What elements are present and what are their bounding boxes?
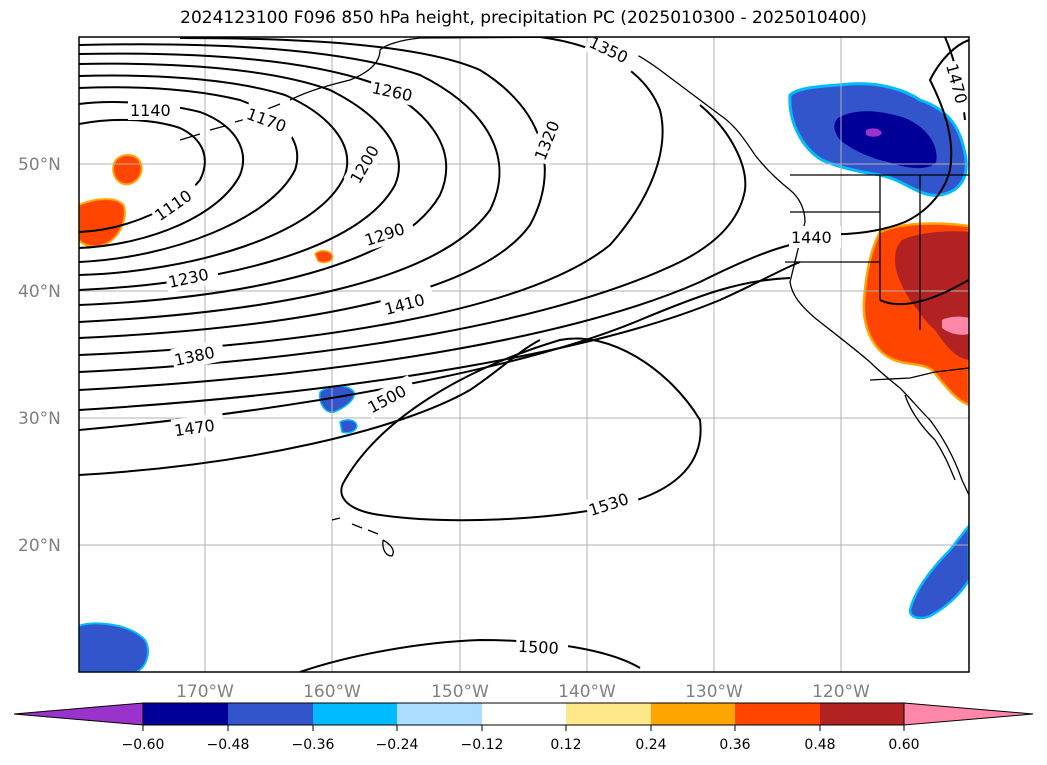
coastline-aleutians: [179, 103, 281, 141]
lat-tick-label-50: 50°N: [18, 155, 61, 175]
precip-area-blue-southwest: [79, 622, 149, 672]
contour-1500-south: [299, 638, 641, 672]
contour-label-bg-1290: [359, 214, 417, 252]
colorbar-bin-5: [566, 703, 651, 725]
colorbar-frame: [142, 702, 905, 726]
colorbar-extend-high: [903, 702, 1034, 726]
contour-label-bg-1380: [170, 338, 226, 372]
contour-label-1140: 1140: [130, 101, 171, 120]
contour-label-1440-east: 1440: [791, 228, 832, 247]
contour-label-1500-south: 1500: [518, 637, 560, 658]
contour-label-bg-1140: [128, 98, 180, 120]
colorbar: −0.60 −0.48 −0.36 −0.24 −0.12 0.12 0.24 …: [13, 702, 1034, 753]
colorbar-label-6: 0.24: [635, 737, 666, 753]
contour-1350: [79, 37, 664, 356]
contour-1110: [79, 118, 206, 233]
colorbar-label-3: −0.24: [376, 737, 419, 753]
contour-label-bg-1320: [528, 108, 568, 166]
colorbar-bin-1: [228, 703, 313, 725]
lat-tick-label-30: 30°N: [18, 409, 61, 429]
contour-1290: [79, 43, 501, 323]
contour-label-bg-1260: [368, 74, 424, 108]
contour-label-bg-1500-west: [361, 375, 419, 419]
contour-label-1380: 1380: [173, 343, 217, 370]
contour-1410-east: [879, 279, 969, 306]
contour-label-1230: 1230: [167, 265, 211, 292]
lon-tick-label-130: 130°W: [685, 682, 743, 702]
contour-label-bg-1530: [583, 484, 641, 522]
border-us-mexico: [869, 367, 969, 381]
contour-1200: [79, 74, 349, 276]
precip-fills: [79, 82, 969, 672]
contour-1500-west: [79, 339, 541, 476]
precip-area-blue-mexico: [908, 524, 969, 620]
colorbar-extend-low: [13, 702, 144, 726]
colorbar-ticks: [142, 725, 905, 731]
contour-label-bg-1230: [164, 260, 220, 294]
precip-area-dot-orange: [314, 250, 334, 264]
contour-1410: [79, 244, 791, 391]
colorbar-label-2: −0.36: [292, 737, 335, 753]
colorbar-label-5: 0.12: [550, 737, 581, 753]
lon-tick-labels: 170°W 160°W 150°W 140°W 130°W 120°W: [176, 682, 870, 702]
contour-1320: [79, 37, 546, 339]
map-frame: [78, 36, 970, 673]
lon-tick-label-170: 170°W: [176, 682, 234, 702]
coastlines: [179, 37, 969, 557]
colorbar-bin-7: [735, 703, 820, 725]
coastline-baja: [904, 394, 956, 481]
precip-area-west-orange-small: [112, 154, 143, 186]
colorbar-label-9: 0.60: [888, 737, 919, 753]
precip-area-purple-canada: [866, 128, 882, 137]
contour-label-bg-1470-west: [170, 412, 226, 442]
lat-tick-label-40: 40°N: [18, 282, 61, 302]
contour-1440-east: [799, 39, 969, 236]
colorbar-bin-4: [482, 703, 566, 725]
colorbar-bin-0: [143, 703, 228, 725]
coastline-hawaii: [331, 517, 394, 557]
border-state-3: [879, 175, 921, 330]
coastline-us-west: [789, 221, 969, 496]
contour-1380: [79, 104, 747, 373]
coastline-alaska: [289, 37, 806, 223]
lon-tick-label-150: 150°W: [431, 682, 489, 702]
precip-area-blue-hawaii-small: [339, 419, 358, 434]
contour-1230: [79, 62, 400, 291]
contour-1470-west: [79, 277, 791, 431]
chart-title: 2024123100 F096 850 hPa height, precipit…: [180, 8, 867, 28]
contour-1530: [340, 337, 702, 522]
colorbar-bin-6: [651, 703, 735, 725]
colorbar-bin-2: [313, 703, 397, 725]
lat-tick-labels: 20°N 30°N 40°N 50°N: [18, 155, 61, 556]
contour-label-bg-1200: [343, 132, 389, 190]
lon-tick-label-120: 120°W: [812, 682, 870, 702]
contour-1260: [79, 52, 448, 306]
colorbar-label-8: 0.48: [804, 737, 835, 753]
colorbar-bin-3: [397, 703, 482, 725]
lon-tick-label-160: 160°W: [303, 682, 361, 702]
border-state-1: [790, 175, 881, 213]
colorbar-label-1: −0.48: [207, 737, 250, 753]
lon-tick-label-140: 140°W: [558, 682, 616, 702]
contour-label-bg-1170: [241, 101, 299, 141]
contour-label-bg-1410: [380, 285, 436, 321]
contour-label-bg-1350: [583, 30, 641, 72]
contour-label-bg-1440-east: [789, 226, 841, 248]
lat-tick-label-20: 20°N: [18, 536, 61, 556]
colorbar-bin-8: [820, 703, 904, 725]
precip-area-pink-southwest-us: [942, 316, 969, 335]
colorbar-label-0: −0.60: [122, 737, 165, 753]
contour-label-bg-1500-south: [515, 634, 569, 660]
precip-area-west-orange: [79, 198, 126, 248]
contour-label-bg-1110: [148, 179, 204, 227]
height-contours: [79, 37, 969, 672]
precip-area-darkblue-canada: [834, 111, 937, 169]
contour-1170: [79, 86, 299, 263]
contour-label-bg-1470-east: [940, 59, 976, 115]
colorbar-label-7: 0.36: [719, 737, 750, 753]
colorbar-label-4: −0.12: [461, 737, 504, 753]
